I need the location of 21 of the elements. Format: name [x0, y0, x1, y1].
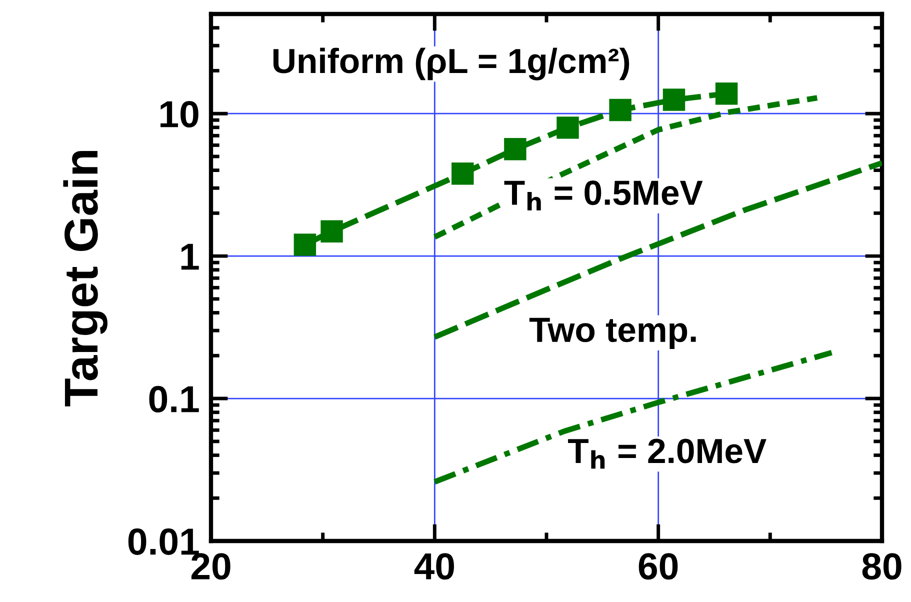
point [556, 116, 579, 139]
annotation: Two temp. [529, 318, 696, 350]
x-tick-label: 60 [638, 553, 678, 580]
annotation: T$_{h}$ = 0.5MeV [504, 180, 703, 210]
y-tick-label: 1 [181, 244, 199, 270]
annotation: T$_{h}$ = 2.0MeV [568, 438, 766, 469]
x-tick-label: 80 [862, 553, 902, 580]
point [504, 138, 526, 160]
point [452, 162, 474, 185]
point [662, 88, 686, 111]
y-tick-label: 10 [160, 100, 198, 128]
point [320, 220, 343, 242]
point [609, 98, 632, 122]
point [715, 82, 738, 105]
x-tick-label: 40 [414, 553, 454, 580]
point [294, 234, 316, 256]
text: Uniform (ρL = 1g/cm²) [273, 48, 630, 80]
y-axis-title: Target Gain [63, 150, 108, 406]
y-tick-label: 0.01 [128, 528, 199, 555]
x-tick-label: 20 [191, 553, 230, 580]
y-tick-label: 0.1 [149, 386, 199, 412]
